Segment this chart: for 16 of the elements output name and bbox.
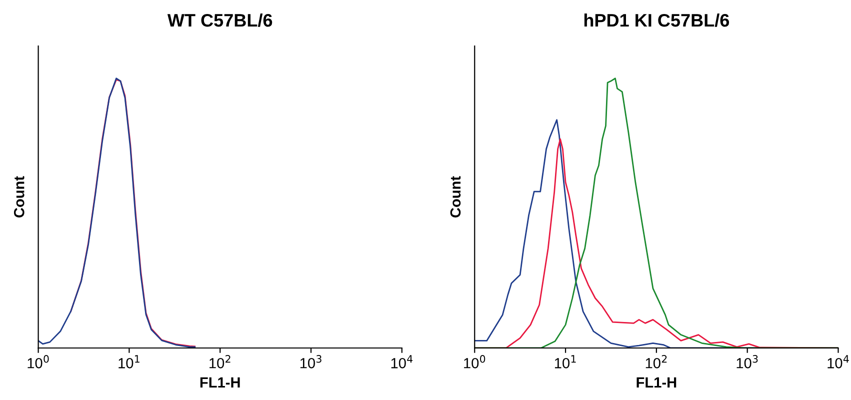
- x-axis-title: FL1-H: [200, 377, 240, 388]
- chart-title: hPD1 KI C57BL/6: [584, 13, 730, 27]
- x-axis-title: FL1-H: [636, 377, 676, 388]
- y-axis-title: Count: [450, 176, 461, 218]
- x-tick-label: 10$^{4}$: [828, 355, 849, 368]
- x-tick-label: 10$^{3}$: [736, 355, 758, 368]
- chart-title: WT C57BL/6: [167, 13, 272, 27]
- x-tick-label: 10$^{2}$: [210, 355, 230, 368]
- x-tick-label: 10$^{4}$: [391, 355, 413, 368]
- x-tick-label: 10$^{2}$: [646, 355, 667, 368]
- x-tick-label: 10$^{1}$: [554, 355, 576, 368]
- y-axis-title: Count: [14, 176, 24, 218]
- x-tick-label: 10$^{0}$: [464, 355, 486, 368]
- x-tick-label: 10$^{1}$: [118, 355, 140, 368]
- x-tick-label: 10$^{3}$: [300, 355, 322, 368]
- x-tick-label: 10$^{0}$: [28, 355, 49, 368]
